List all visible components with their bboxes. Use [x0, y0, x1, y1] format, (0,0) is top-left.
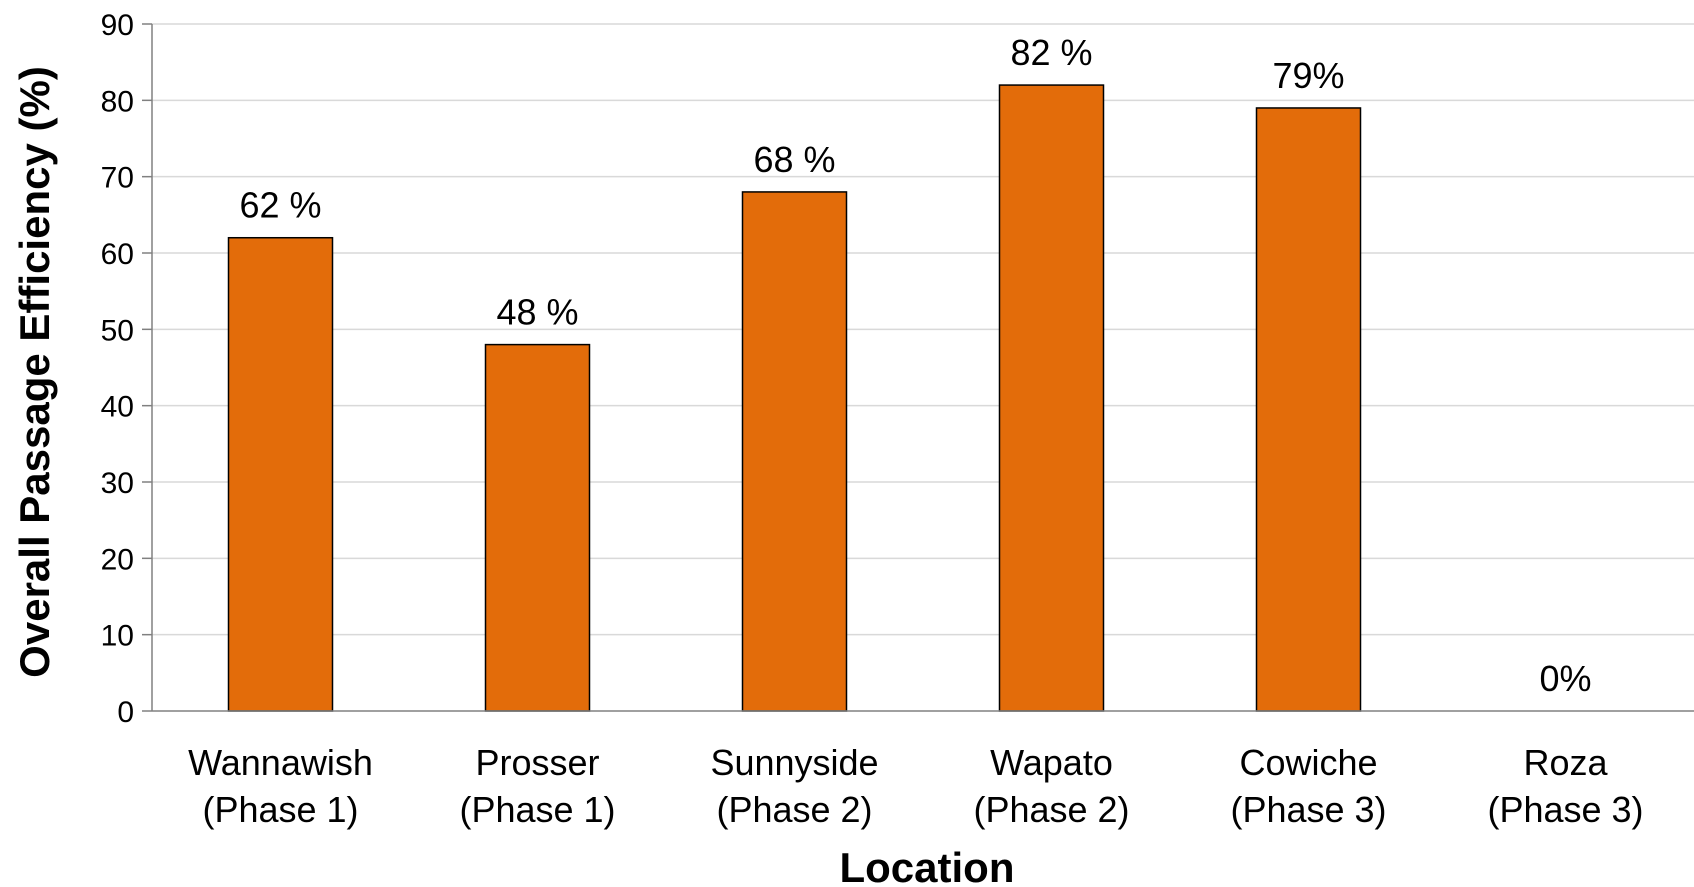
x-category-label: Cowiche [1239, 742, 1377, 783]
x-category-label: Sunnyside [710, 742, 878, 783]
x-category-label: Wapato [990, 742, 1113, 783]
bar [1255, 107, 1362, 712]
x-category-label: (Phase 3) [1487, 789, 1643, 830]
bar [484, 343, 591, 712]
x-category-label: (Phase 1) [459, 789, 615, 830]
bar [998, 84, 1105, 712]
x-category-label: (Phase 3) [1230, 789, 1386, 830]
data-label: 48 % [496, 292, 578, 333]
y-tick-label: 10 [101, 620, 134, 653]
y-tick-label: 80 [101, 85, 134, 118]
x-category-label: Roza [1523, 742, 1608, 783]
y-tick-label: 50 [101, 314, 134, 347]
x-category-label: (Phase 2) [973, 789, 1129, 830]
x-category-label: Prosser [475, 742, 599, 783]
x-category-label: (Phase 2) [716, 789, 872, 830]
y-tick-label: 70 [101, 162, 134, 195]
y-tick-label: 60 [101, 238, 134, 271]
data-label: 82 % [1010, 32, 1092, 73]
x-category-label: Wannawish [188, 742, 373, 783]
gridlines [152, 23, 1694, 636]
labels: 0 10 20 30 40 50 60 70 80 90 62 % Wannawish (Phase 1… [101, 9, 1644, 830]
y-tick-label: 30 [101, 467, 134, 500]
y-tick-label: 40 [101, 391, 134, 424]
y-tick-label: 0 [117, 696, 134, 729]
data-label: 79% [1272, 55, 1344, 96]
axes [142, 23, 1694, 712]
data-label: 68 % [753, 139, 835, 180]
bar [741, 191, 848, 712]
x-axis-title: Location [840, 844, 1015, 887]
bar [227, 236, 334, 712]
data-label: 0% [1539, 658, 1591, 699]
y-tick-label: 20 [101, 543, 134, 576]
bars [227, 84, 1362, 712]
data-label: 62 % [239, 185, 321, 226]
x-category-label: (Phase 1) [202, 789, 358, 830]
y-axis-title: Overall Passage Efficiency (%) [11, 66, 58, 678]
y-tick-label: 90 [101, 9, 134, 42]
